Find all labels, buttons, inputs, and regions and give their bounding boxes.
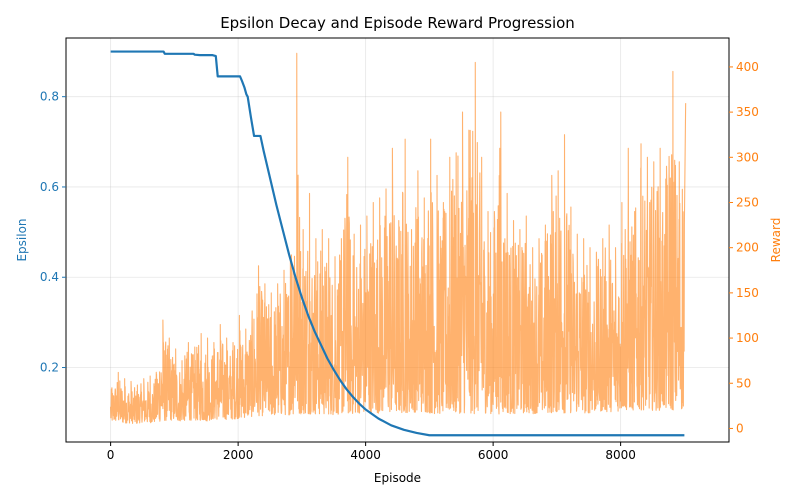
y-axis-left-title: Epsilon [15,218,29,261]
epsilon-line [110,50,685,437]
y-right-tick-label: 150 [736,286,759,300]
y-left-tick-label: 0.6 [40,180,59,194]
y-right-tick-label: 300 [736,150,759,164]
plot-frame [65,37,730,443]
y-right-tick-label: 50 [736,376,751,390]
y-left-tick-label: 0.4 [40,270,59,284]
reward-line [110,52,687,424]
y-left-tick-label: 0.8 [40,90,59,104]
y-left-tick-label: 0.2 [40,361,59,375]
y-right-tick-label: 350 [736,105,759,119]
x-tick-label: 4000 [350,448,381,462]
y-right-tick-label: 0 [736,421,744,435]
y-right-tick-label: 250 [736,195,759,209]
chart-title: Epsilon Decay and Episode Reward Progres… [220,14,575,32]
x-tick-label: 0 [107,448,115,462]
x-tick-label: 8000 [605,448,636,462]
y-right-tick-label: 200 [736,241,759,255]
x-tick-label: 2000 [223,448,254,462]
epsilon-series [110,50,685,437]
ticks: 0 2000 4000 6000 8000 0.2 0.4 0.6 0.8 0 50 100 150 20… [40,60,759,462]
x-axis-title: Episode [374,471,421,485]
y-right-tick-label: 400 [736,60,759,74]
reward-series [110,52,687,424]
y-right-tick-label: 100 [736,331,759,345]
y-axis-right-title: Reward [769,218,783,263]
x-tick-label: 6000 [478,448,509,462]
